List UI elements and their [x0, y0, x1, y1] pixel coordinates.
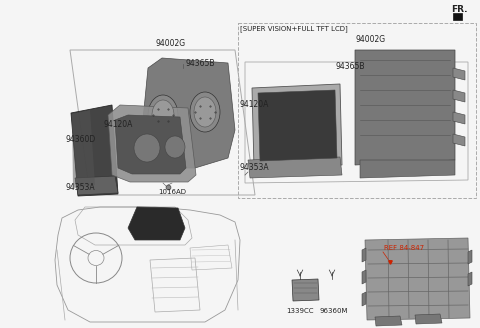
Polygon shape: [75, 176, 118, 195]
Polygon shape: [108, 105, 196, 182]
Ellipse shape: [148, 95, 178, 135]
Text: 94353A: 94353A: [65, 183, 95, 192]
Text: 94365B: 94365B: [335, 62, 364, 71]
Polygon shape: [453, 68, 465, 80]
Text: 94002G: 94002G: [155, 39, 185, 48]
Polygon shape: [71, 105, 118, 196]
Text: 1016AD: 1016AD: [158, 189, 186, 195]
Polygon shape: [468, 272, 472, 286]
Polygon shape: [72, 110, 95, 188]
Polygon shape: [360, 160, 455, 178]
Polygon shape: [128, 207, 185, 240]
Text: 94120A: 94120A: [103, 120, 132, 129]
Polygon shape: [375, 316, 402, 326]
Polygon shape: [468, 250, 472, 264]
Polygon shape: [362, 270, 366, 284]
Polygon shape: [355, 50, 455, 165]
Text: 94002G: 94002G: [355, 35, 385, 44]
Polygon shape: [365, 238, 470, 320]
Text: 94353A: 94353A: [240, 163, 270, 172]
Polygon shape: [248, 157, 342, 178]
Polygon shape: [362, 292, 366, 306]
Text: REF 84-847: REF 84-847: [384, 245, 424, 251]
Text: 1339CC: 1339CC: [286, 308, 313, 314]
Text: FR.: FR.: [451, 5, 468, 14]
Polygon shape: [362, 248, 366, 262]
Text: [SUPER VISION+FULL TFT LCD]: [SUPER VISION+FULL TFT LCD]: [240, 25, 348, 32]
Bar: [238, 23, 476, 198]
Ellipse shape: [134, 134, 160, 162]
Polygon shape: [453, 134, 465, 146]
Polygon shape: [258, 90, 337, 161]
Text: 96360M: 96360M: [319, 308, 348, 314]
Polygon shape: [453, 13, 462, 20]
Polygon shape: [415, 314, 442, 324]
Ellipse shape: [152, 100, 174, 130]
Polygon shape: [115, 115, 186, 174]
Polygon shape: [292, 279, 319, 301]
Ellipse shape: [194, 97, 216, 127]
Polygon shape: [252, 84, 342, 168]
Polygon shape: [453, 112, 465, 124]
Ellipse shape: [165, 136, 185, 158]
Text: 94360D: 94360D: [65, 135, 95, 144]
Polygon shape: [453, 90, 465, 102]
Text: 94365B: 94365B: [185, 59, 215, 68]
Polygon shape: [142, 58, 235, 168]
Ellipse shape: [190, 92, 220, 132]
Text: 94120A: 94120A: [240, 100, 269, 109]
